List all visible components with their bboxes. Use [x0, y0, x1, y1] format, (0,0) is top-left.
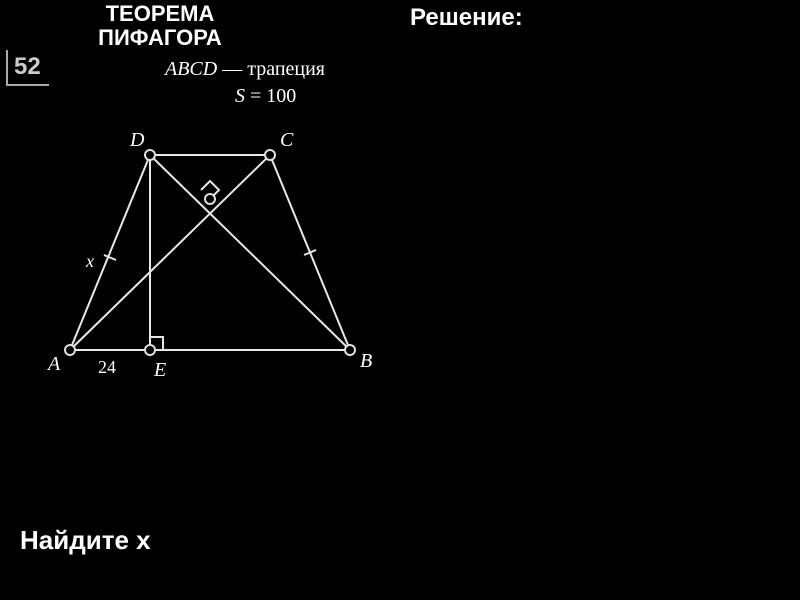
vertex-C — [265, 150, 275, 160]
title-line-2: ПИФАГОРА — [98, 25, 222, 50]
label-C: C — [280, 129, 293, 152]
label-D: D — [130, 129, 144, 152]
area-var: S — [235, 85, 245, 107]
dash: — — [222, 58, 242, 80]
area-eq: = — [250, 85, 261, 107]
vertex-A — [65, 345, 75, 355]
shape-name: ABCD — [165, 58, 217, 80]
given-area-line: S = 100 — [235, 85, 296, 108]
diagonal-BD — [150, 155, 350, 350]
trapezoid-diagram: A B C D E 24 x — [30, 115, 400, 395]
problem-number-badge: 52 — [6, 50, 49, 86]
vertex-B — [345, 345, 355, 355]
segment-AD-var: x — [86, 251, 94, 272]
solution-heading: Решение: — [410, 4, 523, 32]
tick-AD-icon — [104, 255, 116, 260]
shape-word: трапеция — [247, 58, 325, 80]
label-A: A — [48, 353, 60, 376]
vertex-E — [145, 345, 155, 355]
segment-AE-value: 24 — [98, 357, 116, 378]
label-E: E — [154, 359, 166, 382]
vertex-P — [205, 194, 215, 204]
given-shape-line: ABCD — трапеция — [165, 58, 325, 81]
edge-DA — [70, 155, 150, 350]
title-line-1: ТЕОРЕМА — [106, 1, 215, 26]
label-B: B — [360, 350, 372, 373]
find-prompt: Найдите х — [20, 525, 151, 556]
vertex-D — [145, 150, 155, 160]
area-value: 100 — [266, 85, 296, 107]
diagonal-AC — [70, 155, 270, 350]
theorem-title: ТЕОРЕМА ПИФАГОРА — [70, 2, 250, 50]
